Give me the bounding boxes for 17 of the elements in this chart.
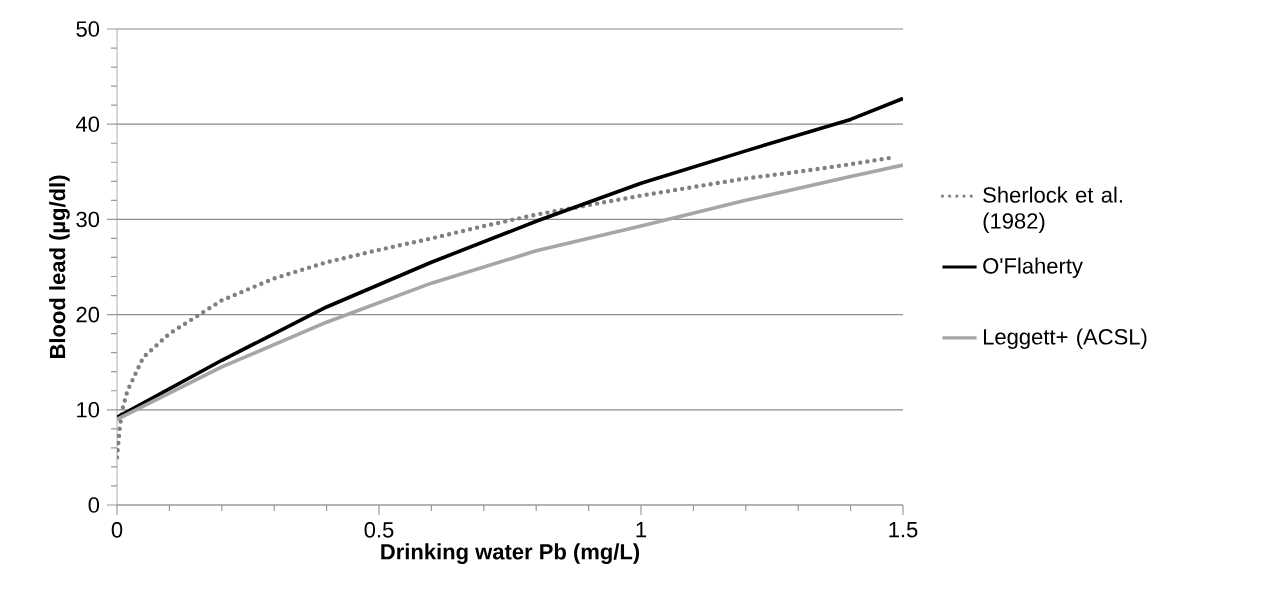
- legend-label: Sherlock et al. (1982): [983, 186, 1122, 234]
- y-tick-label: 0: [88, 497, 100, 513]
- x-axis-title: Drinking water Pb (mg/L): [381, 543, 640, 564]
- y-tick-label: 10: [77, 402, 100, 418]
- x-tick-label: 0: [111, 522, 123, 538]
- x-tick-label: 1.5: [889, 522, 918, 538]
- legend-label: O'Flaherty: [983, 257, 1083, 279]
- y-tick-label: 20: [76, 306, 100, 323]
- legend-label: Leggett+ (ACSL): [984, 328, 1147, 349]
- x-tick-label: 0.5: [364, 522, 394, 538]
- x-tick-label: 1: [636, 522, 647, 538]
- line-series: [117, 163, 903, 422]
- y-axis-title: Blood lead (µg/dl): [49, 175, 70, 359]
- y-tick-label: 50: [76, 21, 100, 37]
- line-series: [117, 96, 903, 420]
- y-tick-label: 30: [76, 211, 100, 228]
- y-tick-label: 40: [75, 116, 100, 132]
